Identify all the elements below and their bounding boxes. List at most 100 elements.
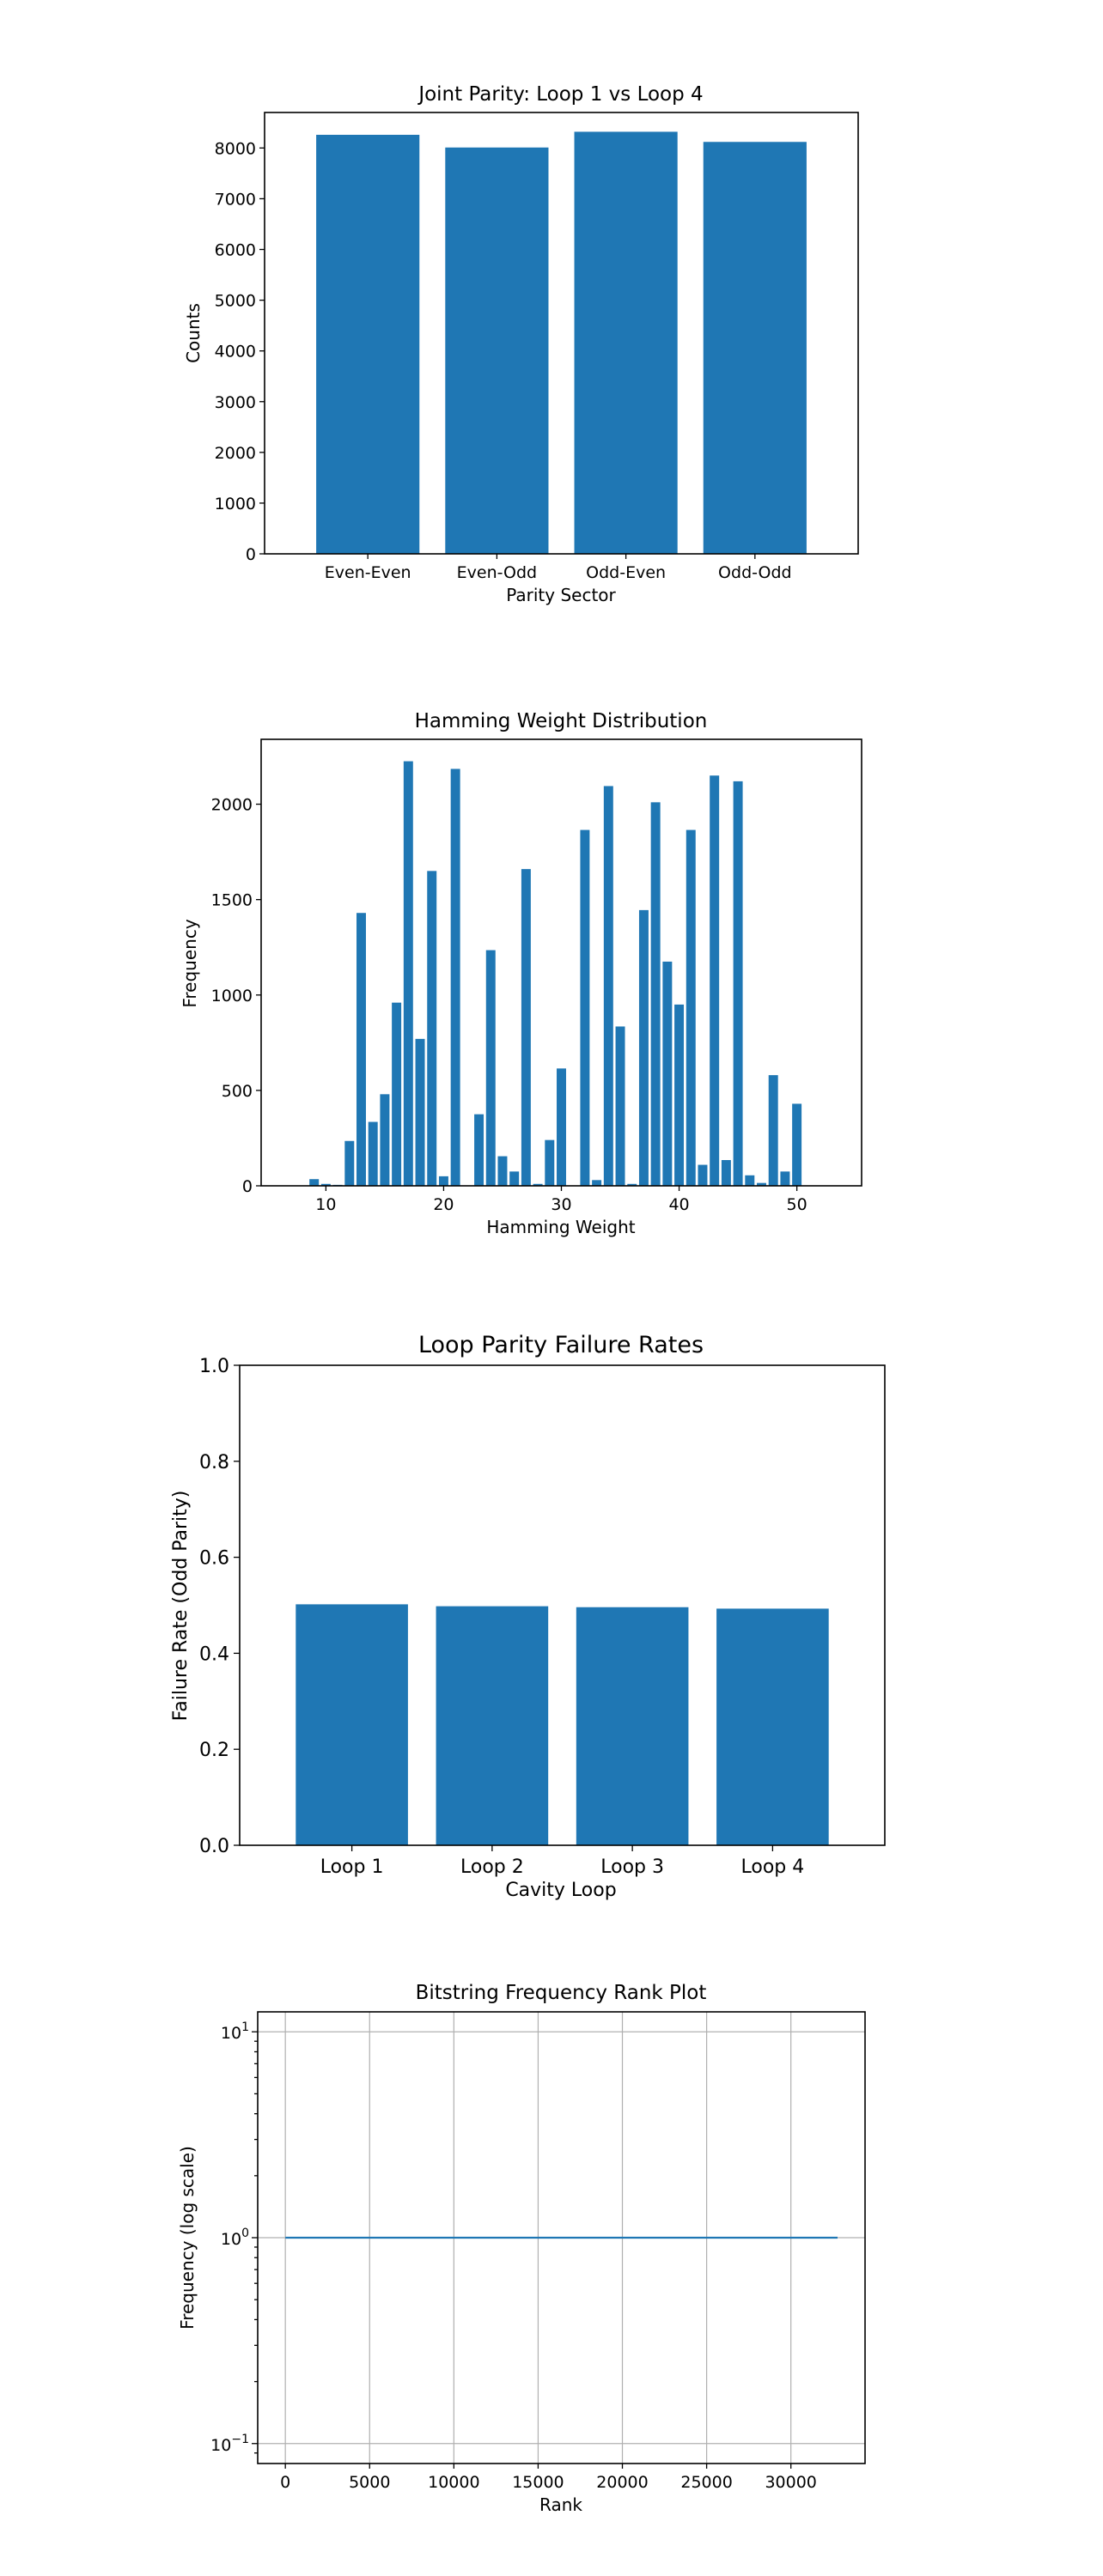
chart2-bar [792, 1103, 802, 1186]
chart2-bar [638, 909, 649, 1186]
chart4-x-axis-label: Rank [539, 2494, 582, 2515]
chart2-bar [521, 869, 531, 1186]
chart2-x-tick-label: 40 [668, 1195, 689, 1214]
chart1-y-tick-label: 1000 [215, 495, 256, 513]
chart1-y-tick-label: 6000 [215, 241, 256, 260]
chart3-bar [296, 1604, 408, 1845]
chart-loop-failure-rates: Loop Parity Failure Rates Loop 1 Loop 2 Lo… [170, 1332, 886, 1901]
chart4-y-axis-label: Frequency (log scale) [177, 2146, 198, 2330]
chart3-y-tick-label: 0.8 [199, 1452, 229, 1473]
chart3-y-tick-label: 1.0 [199, 1356, 229, 1377]
chart4-x-tick-label: 30000 [765, 2473, 816, 2492]
chart3-y-tick-label: 0.2 [199, 1740, 229, 1761]
chart4-y-tick-label: 100 [221, 2227, 249, 2249]
chart2-bar [438, 1176, 448, 1186]
chart2-bar [580, 829, 590, 1186]
chart3-bar [436, 1606, 549, 1845]
chart2-bar [710, 775, 720, 1186]
chart2-y-axis-label: Frequency [180, 919, 200, 1007]
chart1-y-tick-label: 0 [246, 545, 256, 564]
chart1-y-tick-label: 3000 [215, 393, 256, 412]
chart4-frame [257, 2011, 866, 2464]
chart2-y-tick-label: 2000 [211, 796, 253, 815]
chart1-title: Joint Parity: Loop 1 vs Loop 4 [417, 83, 703, 106]
chart4-x-tick-label: 0 [280, 2473, 290, 2492]
chart2-bar [533, 1183, 543, 1186]
chart2-bar [356, 913, 366, 1186]
chart2-bar [662, 961, 673, 1186]
chart4-x-tick-label: 20000 [596, 2473, 648, 2492]
chart2-bar [427, 871, 437, 1186]
chart4-x-tick-label: 15000 [512, 2473, 564, 2492]
chart2-bar [757, 1182, 766, 1186]
chart4-title: Bitstring Frequency Rank Plot [416, 1982, 707, 2004]
chart1-y-axis-label: Counts [183, 303, 204, 363]
chart2-bar [603, 786, 613, 1186]
chart3-x-axis-label: Cavity Loop [505, 1880, 616, 1901]
chart2-y-tick-label: 1000 [211, 987, 253, 1005]
chart2-bar [650, 802, 661, 1186]
chart3-frame [239, 1364, 886, 1846]
chart3-y-axis-label: Failure Rate (Odd Parity) [170, 1491, 192, 1722]
chart3-x-tick-label: Loop 4 [741, 1856, 805, 1878]
chart2-x-tick-label: 30 [551, 1195, 571, 1214]
chart1-x-tick-label: Even-Odd [457, 563, 537, 582]
chart1-y-tick-label: 5000 [215, 292, 256, 311]
chart3-bar [716, 1608, 829, 1845]
chart2-bar [320, 1183, 331, 1186]
chart2-bar [485, 950, 496, 1186]
chart1-bar [445, 147, 549, 555]
chart1-x-tick-label: Odd-Even [586, 563, 666, 582]
chart1-bar [703, 142, 807, 554]
chart1-y-tick-label: 7000 [215, 190, 256, 209]
chart2-bar [627, 1183, 637, 1186]
chart3-title: Loop Parity Failure Rates [418, 1332, 704, 1358]
chart1-x-axis-label: Parity Sector [506, 585, 616, 605]
chart2-bar [557, 1068, 566, 1186]
chart4-x-tick-label: 25000 [680, 2473, 732, 2492]
chart1-y-tick-label: 8000 [215, 139, 256, 158]
chart2-bar [592, 1180, 602, 1186]
chart2-bar [780, 1171, 790, 1186]
chart2-bar [745, 1175, 755, 1186]
chart1-y-tick-label: 2000 [215, 444, 256, 463]
chart2-bar [674, 1004, 685, 1186]
chart3-y-tick-label: 0.0 [199, 1836, 229, 1857]
chart1-bar [316, 134, 420, 554]
chart4-y-tick-label: 101 [221, 2020, 249, 2043]
chart1-frame [264, 112, 859, 555]
chart2-bar [768, 1075, 778, 1186]
chart2-bar [380, 1094, 390, 1186]
chart-hamming-weight: Hamming Weight Distribution 10 20 30 40 5005… [180, 710, 862, 1237]
chart2-title: Hamming Weight Distribution [415, 710, 708, 732]
chart2-y-tick-label: 0 [242, 1177, 253, 1196]
chart2-bar [509, 1171, 520, 1186]
chart2-bar [403, 761, 413, 1186]
chart2-y-tick-label: 500 [222, 1082, 253, 1101]
chart3-x-tick-label: Loop 2 [460, 1856, 524, 1878]
chart2-bar [474, 1114, 484, 1186]
chart2-bar [733, 781, 743, 1186]
chart3-y-tick-label: 0.6 [199, 1548, 229, 1570]
chart2-bar [497, 1156, 508, 1186]
chart2-x-axis-label: Hamming Weight [486, 1217, 635, 1237]
chart3-x-tick-label: Loop 3 [600, 1856, 664, 1878]
chart2-bar [415, 1038, 425, 1186]
chart-rank-plot: Bitstring Frequency Rank Plot 0 5000 10000… [177, 1982, 866, 2515]
chart2-bar [721, 1160, 731, 1186]
chart2-bar [698, 1164, 708, 1186]
chart2-frame [260, 738, 862, 1187]
chart4-y-tick-label: 10−1 [210, 2433, 249, 2455]
chart2-bar [545, 1139, 555, 1186]
chart1-bar [574, 131, 678, 555]
chart1-x-tick-label: Even-Even [325, 563, 411, 582]
chart2-bar [686, 829, 696, 1186]
chart1-x-tick-label: Odd-Odd [718, 563, 792, 582]
chart-joint-parity: Joint Parity: Loop 1 vs Loop 4 Even-Even… [183, 83, 859, 605]
chart4-x-tick-label: 5000 [349, 2473, 390, 2492]
chart2-bar [344, 1140, 355, 1186]
chart3-x-tick-label: Loop 1 [320, 1856, 384, 1878]
chart2-y-tick-label: 1500 [211, 891, 253, 910]
chart2-x-tick-label: 50 [787, 1195, 807, 1214]
